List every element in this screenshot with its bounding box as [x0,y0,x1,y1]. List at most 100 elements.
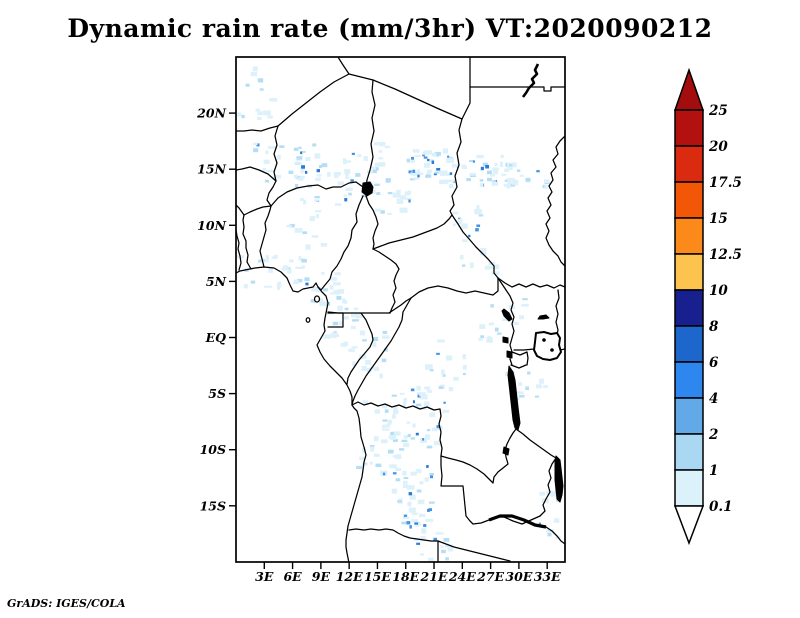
rain-cell [410,437,415,440]
rain-cell [312,143,317,147]
rain-cell [395,467,401,471]
rain-cell [379,373,383,379]
rain-cell [314,210,322,213]
rain-cell [316,169,320,173]
rain-cell [366,367,372,373]
rain-cell [385,178,391,182]
rain-cell [492,169,499,175]
rain-cell [257,117,262,121]
colorbar-segment [674,217,704,255]
rain-cell [485,265,493,270]
rain-cell [316,174,322,177]
border-niger-chad [365,79,376,187]
rain-cell [338,321,344,326]
border-niger-libya [348,73,374,81]
rain-cell [332,321,338,326]
rain-cell [509,167,513,170]
lake-tanganyika [507,365,521,431]
rain-cell [293,147,299,151]
rain-cell [337,181,344,186]
rain-cell [457,221,462,225]
rain-cell [385,423,390,428]
rain-cell [410,388,415,392]
rain-cell [462,364,467,370]
rain-cell [372,169,377,174]
rain-cell [403,442,410,448]
y-tick-label: 10N [197,218,226,233]
rain-cell [294,184,299,188]
rain-cell [408,507,416,513]
x-tick-label: 24E [448,569,476,584]
rain-cell [245,83,250,87]
rain-cell [425,364,433,370]
rain-cell [296,156,303,160]
x-tick-label: 9E [312,569,331,584]
rain-cell [384,145,391,149]
lake-kyoga [537,314,550,320]
lake-kivu [506,350,513,359]
border-eq-guinea [327,312,344,328]
colorbar-label: 20 [708,139,728,155]
rain-cell [472,160,475,163]
rain-cell [417,394,421,398]
rain-cell [487,177,492,182]
rain-cell [348,348,355,352]
colorbar-segment [674,253,704,291]
rain-cell [305,244,311,250]
rain-cell [437,339,445,343]
island-bioko [313,295,321,303]
country-borders-layer [236,57,565,562]
rain-cell [521,303,529,307]
rain-cell [323,288,328,292]
rain-cell [393,405,398,412]
rain-cell [342,298,346,304]
rain-cell [409,494,416,500]
rain-cell [525,178,531,182]
rain-cell [412,400,415,404]
rain-cell [416,386,421,391]
rain-cell [305,282,309,286]
rain-cell [315,177,321,181]
rain-cell [452,211,459,215]
rain-cell [392,439,398,442]
rain-cell [403,514,408,517]
rain-cell [333,331,337,334]
rain-cell [334,203,342,206]
rain-cell [277,154,281,160]
border-niger-west [273,125,279,182]
rain-cell [371,189,376,194]
rain-cell [522,298,528,301]
rain-cell [288,170,294,174]
rain-cell [266,169,274,173]
rain-cell [237,112,242,117]
rain-cell [392,414,396,419]
y-tick-label: EQ [205,330,227,345]
rain-cell [500,154,504,159]
border-uganda-kenya [555,289,560,336]
rain-cell [252,142,258,145]
rain-cell [410,159,415,163]
plot-title: Dynamic rain rate (mm/3hr) VT:2020090212 [67,14,713,43]
rain-cell [423,401,430,407]
rain-cell [344,160,352,163]
rain-cell [419,481,424,485]
rain-cell [314,153,321,159]
rain-cell [250,280,256,284]
rain-cell [462,239,468,242]
rain-cell [400,392,405,395]
rain-cell [412,149,419,153]
rain-cell [513,321,519,325]
rain-cell [424,386,430,390]
rain-cell [443,401,446,404]
rain-cell [439,179,444,185]
rain-cell [269,98,274,102]
colorbar-label: 6 [709,355,719,371]
rain-cell [259,88,264,91]
rain-cell [352,319,357,322]
lake-albert [501,308,513,322]
map-frame [235,56,566,563]
rain-cell [486,170,492,175]
lake-edward [502,336,509,344]
rain-cell [390,431,394,435]
rain-cell [387,212,392,215]
